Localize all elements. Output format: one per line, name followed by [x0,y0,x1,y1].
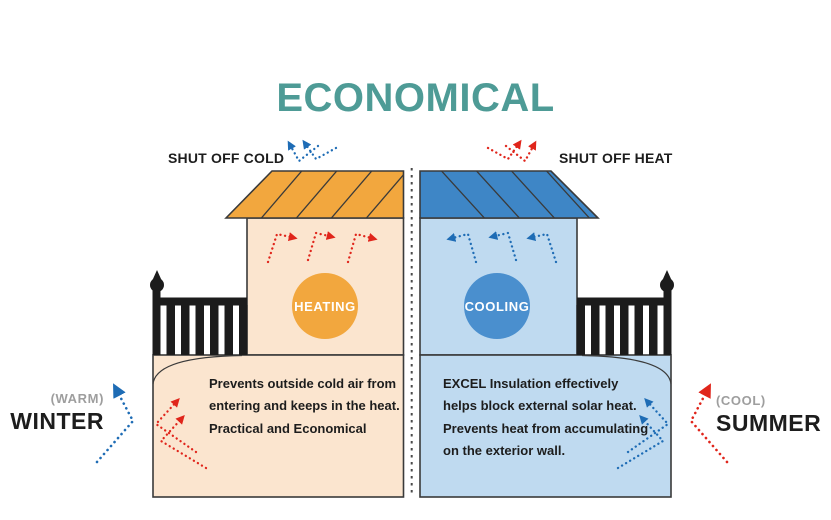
cooling-circle [464,273,530,339]
summer-season-label: (COOL) SUMMER [716,393,821,437]
summer-description: EXCEL Insulation effectively helps block… [443,376,649,459]
wall-lower-left [152,354,405,498]
cool-flow-arrows [446,231,558,264]
roof-right [419,170,600,219]
railing-left [150,270,248,355]
page-title: ECONOMICAL [276,76,555,120]
railing-right [576,270,674,355]
shut-off-cold-label: SHUT OFF COLD [168,150,285,166]
insulation-arrows-right [616,398,670,470]
cooling-label: COOLING [464,299,530,314]
heat-bounce-arrows [486,139,537,163]
winter-description: Prevents outside cold air from entering … [209,376,400,436]
heating-circle [292,273,358,339]
heat-flow-arrows [266,231,378,264]
roof-right-hatching [436,171,594,218]
wall-corner-arc-left [152,354,243,385]
summer-name: SUMMER [716,410,822,436]
insulation-arrows-left [154,398,208,470]
summer-arrow [689,383,729,464]
cold-bounce-arrows [287,139,338,163]
shut-off-heat-label: SHUT OFF HEAT [559,150,673,166]
winter-name: WINTER [10,408,104,434]
winter-note: (WARM) [50,391,104,406]
wall-lower-right [419,354,672,498]
winter-season-label: (WARM) WINTER [0,391,104,435]
roof-left [224,170,405,219]
wall-corner-arc-right [581,354,672,385]
winter-arrow [95,383,135,464]
heating-label: HEATING [294,299,356,314]
summer-note: (COOL) [716,393,766,408]
roof-left-hatching [257,171,404,218]
